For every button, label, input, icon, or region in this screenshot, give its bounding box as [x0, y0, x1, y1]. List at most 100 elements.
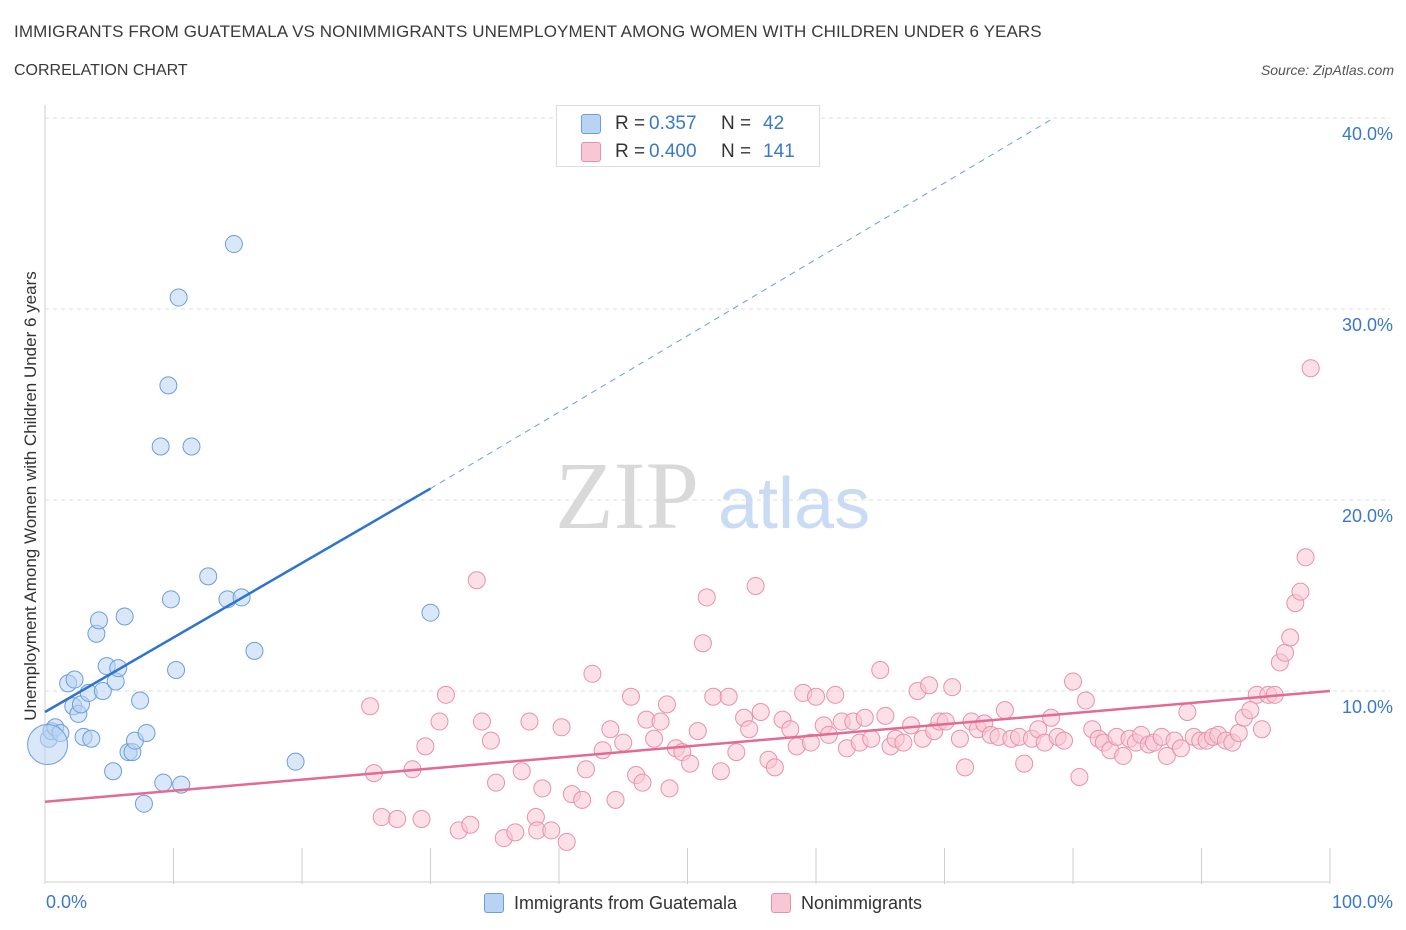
nonimmigrants-point — [740, 720, 759, 739]
guatemala-trend-line — [44, 487, 432, 714]
y-tick-label-10: 10.0% — [1342, 697, 1393, 717]
nonimmigrants-point — [430, 712, 449, 731]
nonimmigrants-point — [467, 571, 486, 590]
nonimmigrants-point — [487, 773, 506, 792]
stats-row-guatemala: R = 0.357 N = 42 — [581, 111, 784, 137]
guatemala-point — [167, 660, 186, 679]
stats-box: R = 0.357 N = 42 R = 0.400 N = 141 — [556, 105, 820, 167]
r-value: 0.400 — [649, 141, 697, 162]
r-value: 0.357 — [649, 113, 697, 134]
nonimmigrants-point — [1252, 720, 1271, 739]
nonimmigrants-point — [876, 706, 895, 725]
nonimmigrants-point — [826, 685, 845, 704]
legend-swatch-nonimmigrants — [771, 893, 792, 913]
guatemala-point — [245, 641, 264, 660]
nonimmigrants-point — [645, 729, 664, 748]
nonimmigrants-point — [1015, 754, 1034, 773]
nonimmigrants-point — [1276, 643, 1295, 662]
n-value: 42 — [763, 113, 785, 134]
nonimmigrants-point — [704, 687, 723, 706]
n-label: N = — [721, 113, 752, 134]
nonimmigrants-point — [1229, 724, 1248, 743]
nonimmigrants-point — [520, 712, 539, 731]
nonimmigrants-point — [651, 712, 670, 731]
guatemala-trend-extension — [430, 117, 1054, 489]
guatemala-point — [104, 762, 123, 781]
guatemala-points — [27, 235, 440, 813]
guatemala-point — [182, 437, 201, 456]
watermark: ZIP atlas — [555, 442, 870, 549]
nonimmigrants-point — [472, 712, 491, 731]
guatemala-point — [199, 567, 218, 586]
nonimmigrants-point — [681, 754, 700, 773]
r-label: R = — [615, 141, 646, 162]
nonimmigrants-point — [727, 743, 746, 762]
nonimmigrants-point — [436, 685, 455, 704]
nonimmigrants-point — [693, 634, 712, 653]
nonimmigrants-point — [871, 660, 890, 679]
nonimmigrants-point — [1281, 628, 1300, 647]
trend-lines — [44, 117, 1331, 804]
nonimmigrants-point — [593, 741, 612, 760]
watermark-atlas: atlas — [718, 464, 870, 544]
legend-item-nonimmigrants[interactable]: Nonimmigrants — [771, 890, 922, 916]
stats-swatch-guatemala — [581, 114, 601, 134]
guatemala-point — [82, 729, 101, 748]
nonimmigrants-point — [614, 733, 633, 752]
guatemala-point — [161, 590, 180, 609]
nonimmigrants-point — [633, 773, 652, 792]
nonimmigrants-point — [557, 832, 576, 851]
nonimmigrants-point — [711, 762, 730, 781]
nonimmigrants-point — [807, 687, 825, 706]
nonimmigrants-point — [606, 790, 625, 809]
nonimmigrants-point — [388, 809, 407, 828]
guatemala-point — [151, 437, 170, 456]
nonimmigrants-points — [361, 359, 1320, 851]
nonimmigrants-point — [950, 729, 969, 748]
y-tick-label-40: 40.0% — [1342, 124, 1393, 144]
nonimmigrants-point — [533, 779, 552, 798]
stats-swatch-nonimmigrants — [581, 142, 601, 162]
nonimmigrants-point — [412, 809, 431, 828]
nonimmigrants-point — [1070, 767, 1089, 786]
nonimmigrants-point — [601, 720, 620, 739]
guatemala-point — [134, 794, 153, 813]
nonimmigrants-trend-line — [44, 689, 1331, 804]
guatemala-point — [65, 670, 84, 689]
chart-subtitle: CORRELATION CHART — [14, 62, 188, 79]
nonimmigrants-point — [506, 823, 525, 842]
nonimmigrants-point — [855, 708, 874, 727]
nonimmigrants-point — [894, 733, 913, 752]
y-axis-label: Unemployment Among Women with Children U… — [21, 271, 40, 720]
nonimmigrants-point — [995, 701, 1014, 720]
n-value: 141 — [763, 141, 795, 162]
nonimmigrants-point — [552, 718, 571, 737]
y-tick-label-30: 30.0% — [1342, 315, 1393, 335]
nonimmigrants-point — [719, 687, 738, 706]
x-tick-label-100: 100.0% — [1332, 892, 1393, 912]
nonimmigrants-point — [481, 731, 500, 750]
grid-lines — [45, 117, 1390, 692]
nonimmigrants-point — [461, 815, 480, 834]
nonimmigrants-point — [1114, 746, 1133, 765]
nonimmigrants-point — [765, 758, 784, 777]
nonimmigrants-point — [781, 720, 800, 739]
guatemala-point — [286, 752, 305, 771]
nonimmigrants-point — [361, 697, 380, 716]
nonimmigrants-point — [372, 808, 391, 827]
legend-item-guatemala[interactable]: Immigrants from Guatemala — [483, 890, 737, 916]
nonimmigrants-point — [956, 758, 975, 777]
guatemala-point — [137, 724, 156, 743]
chart-title: IMMIGRANTS FROM GUATEMALA VS NONIMMIGRAN… — [14, 22, 1042, 41]
nonimmigrants-point — [1291, 582, 1310, 601]
nonimmigrants-point — [583, 664, 602, 683]
guatemala-point — [169, 288, 188, 307]
nonimmigrants-point — [657, 695, 676, 714]
nonimmigrants-point — [512, 762, 531, 781]
nonimmigrants-point — [746, 576, 765, 595]
chart-legend: Immigrants from Guatemala Nonimmigrants — [0, 890, 1406, 916]
guatemala-point — [224, 235, 243, 254]
stats-row-nonimmigrants: R = 0.400 N = 141 — [581, 139, 795, 165]
nonimmigrants-point — [576, 760, 595, 779]
source-credit: Source: ZipAtlas.com — [1260, 62, 1394, 78]
